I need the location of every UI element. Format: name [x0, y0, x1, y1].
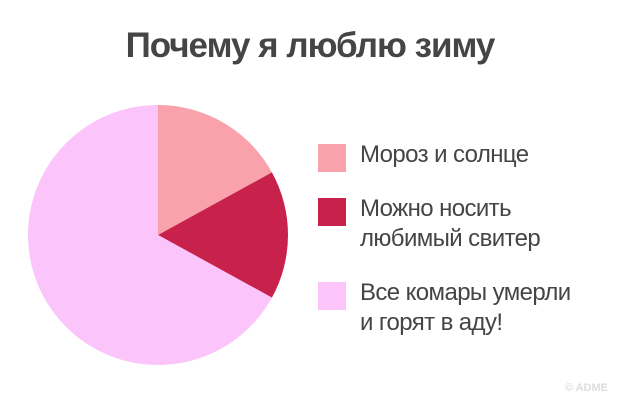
legend-item: Все комары умерли и горят в аду!: [318, 278, 571, 338]
legend-swatch: [318, 198, 346, 226]
chart-title: Почему я люблю зиму: [125, 26, 496, 65]
pie-slice: [158, 172, 288, 298]
legend-item: Можно носить любимый свитер: [318, 194, 541, 254]
legend-label: Все комары умерли и горят в аду!: [360, 279, 571, 336]
legend-swatch: [318, 144, 346, 172]
watermark: © ADME: [564, 382, 608, 394]
legend-label: Мороз и солнце: [360, 141, 529, 168]
legend-item: Мороз и солнце: [318, 140, 529, 172]
pie-slice: [158, 105, 272, 235]
pie-slice: [28, 105, 272, 365]
legend-label: Можно носить любимый свитер: [360, 195, 541, 252]
legend-swatch: [318, 282, 346, 310]
